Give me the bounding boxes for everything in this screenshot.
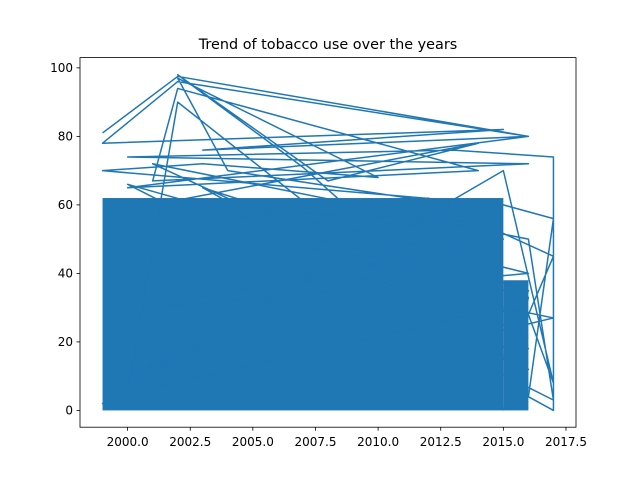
chart-title: Trend of tobacco use over the years — [198, 37, 458, 53]
plot-frame — [79, 57, 577, 428]
y-axis: 0 20 40 60 80 100 — [50, 61, 80, 418]
x-tick-label: 2017.5 — [545, 435, 587, 449]
x-tick-label: 2015.0 — [482, 435, 524, 449]
x-tick-label: 2007.5 — [294, 435, 336, 449]
y-tick-label: 100 — [50, 61, 73, 75]
x-tick-label: 2012.5 — [420, 435, 462, 449]
series-line — [101, 73, 555, 412]
x-tick-label: 2002.5 — [169, 435, 211, 449]
y-tick-label: 20 — [58, 335, 73, 349]
series-layer — [101, 73, 555, 412]
dense-data-region — [102, 198, 504, 411]
y-tick-label: 80 — [58, 130, 73, 144]
x-tick-label: 2005.0 — [232, 435, 274, 449]
x-tick-label: 2010.0 — [357, 435, 399, 449]
y-tick-label: 60 — [58, 198, 73, 212]
y-tick-label: 0 — [65, 404, 73, 418]
x-tick-label: 2000.0 — [107, 435, 149, 449]
x-axis: 2000.0 2002.5 2005.0 2007.5 2010.0 2012.5 2015… — [107, 427, 587, 449]
y-tick-label: 40 — [58, 267, 73, 281]
